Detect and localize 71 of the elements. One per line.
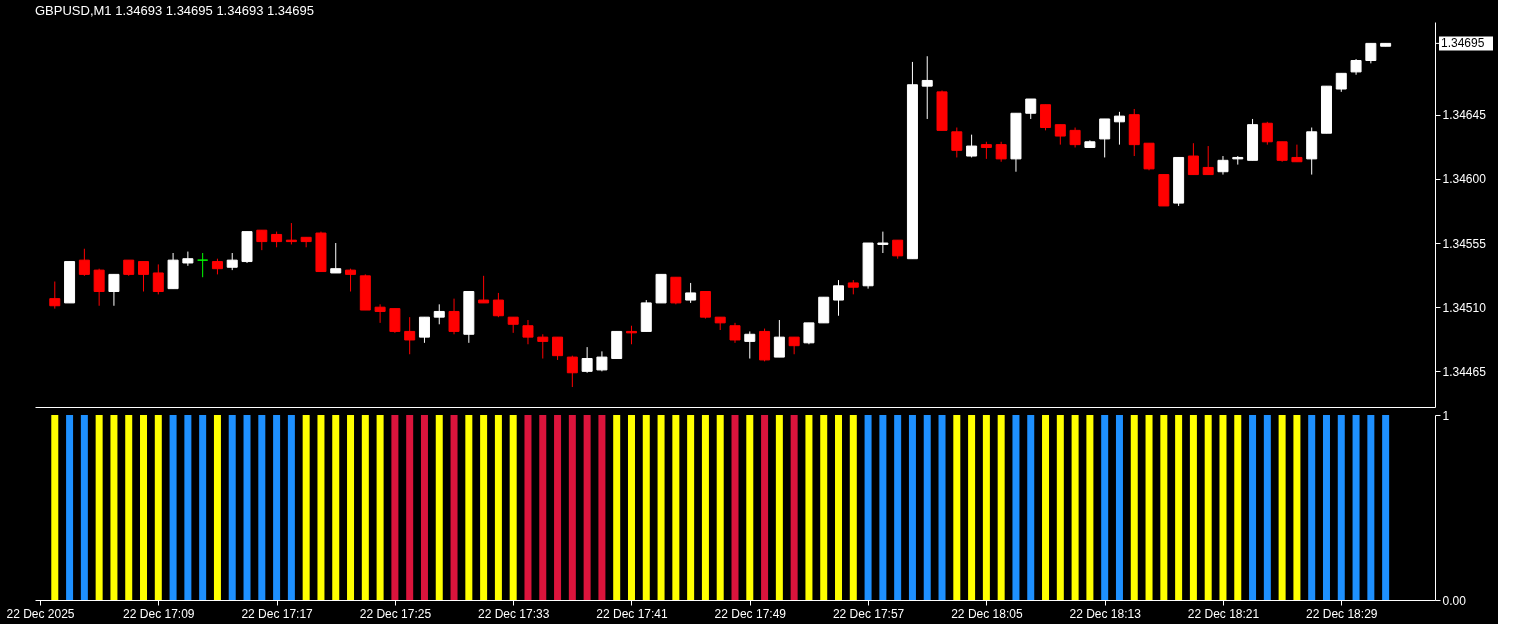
x-tick-label: 22 Dec 17:17 xyxy=(241,606,314,621)
candlestick xyxy=(1365,42,1377,64)
candlestick xyxy=(1025,98,1037,120)
y-tick-label: 1.34645 xyxy=(1442,108,1487,123)
x-tick-label: 22 Dec 18:29 xyxy=(1306,606,1378,621)
candlestick xyxy=(773,319,785,358)
candlestick xyxy=(877,231,889,254)
candlestick xyxy=(182,251,194,267)
candlestick xyxy=(108,273,120,307)
candlestick xyxy=(892,239,904,260)
candlestick xyxy=(389,308,401,334)
candlestick xyxy=(1291,144,1303,163)
y-tick-label: 1.34465 xyxy=(1442,364,1487,379)
candlestick xyxy=(1261,121,1273,146)
y-tick-label: 1 xyxy=(1442,408,1450,423)
candlestick xyxy=(581,346,593,374)
y-tick-label: 1.34555 xyxy=(1442,236,1487,251)
candlestick xyxy=(995,141,1007,163)
candlestick xyxy=(1276,141,1288,163)
candlestick xyxy=(374,303,386,324)
candlestick xyxy=(685,282,697,304)
x-tick-label: 22 Dec 17:57 xyxy=(832,606,905,621)
candlestick xyxy=(492,292,504,318)
x-tick-label: 22 Dec 17:09 xyxy=(123,606,195,621)
x-tick-label: 22 Dec 17:25 xyxy=(359,606,432,621)
y-tick-label: 1.34510 xyxy=(1442,300,1487,315)
x-tick-label: 22 Dec 2025 xyxy=(6,606,75,621)
y-tick-label: 0.00 xyxy=(1442,593,1467,608)
candlestick xyxy=(1202,145,1214,176)
candlestick xyxy=(404,316,416,355)
x-tick-label: 22 Dec 18:05 xyxy=(951,606,1023,621)
candlestick xyxy=(833,279,845,317)
candlestick xyxy=(197,252,209,278)
x-tick-label: 22 Dec 17:49 xyxy=(714,606,787,621)
text: 1.34695 xyxy=(1441,36,1485,51)
candlestick xyxy=(1187,142,1199,176)
x-tick-label: 22 Dec 18:13 xyxy=(1069,606,1142,621)
candlestick xyxy=(1069,127,1081,148)
candlestick xyxy=(788,336,800,355)
chart-title: GBPUSD,M1 1.34693 1.34695 1.34693 1.34695 xyxy=(35,3,314,18)
x-tick-label: 22 Dec 17:41 xyxy=(596,606,669,621)
candlestick xyxy=(537,333,549,360)
candlestick xyxy=(256,229,268,251)
candlestick xyxy=(729,322,741,344)
candlestick xyxy=(1054,124,1066,146)
candlestick xyxy=(49,281,61,310)
candlestick xyxy=(1217,155,1229,176)
candlestick xyxy=(152,263,164,295)
x-tick-label: 22 Dec 17:33 xyxy=(478,606,550,621)
candlestick xyxy=(951,127,963,158)
candlestick xyxy=(522,319,534,345)
candlestick xyxy=(448,298,460,335)
candlestick xyxy=(433,303,445,325)
candlestick xyxy=(93,268,105,307)
candlestick xyxy=(1099,118,1111,158)
candlestick xyxy=(744,330,756,360)
candlestick xyxy=(330,242,342,274)
candlestick xyxy=(566,355,578,388)
candlestick xyxy=(1335,72,1347,93)
candlestick xyxy=(1113,111,1125,146)
candlestick xyxy=(418,316,430,344)
candlestick xyxy=(803,322,815,345)
candlestick xyxy=(78,248,90,277)
candlestick xyxy=(552,336,564,361)
candlestick xyxy=(138,261,150,292)
x-tick-label: 22 Dec 18:21 xyxy=(1187,606,1260,621)
candlestick xyxy=(1040,104,1052,131)
candlestick xyxy=(625,325,637,345)
y-tick-label: 1.34600 xyxy=(1442,172,1487,187)
candlestick xyxy=(478,275,490,304)
candlestick xyxy=(921,55,933,120)
